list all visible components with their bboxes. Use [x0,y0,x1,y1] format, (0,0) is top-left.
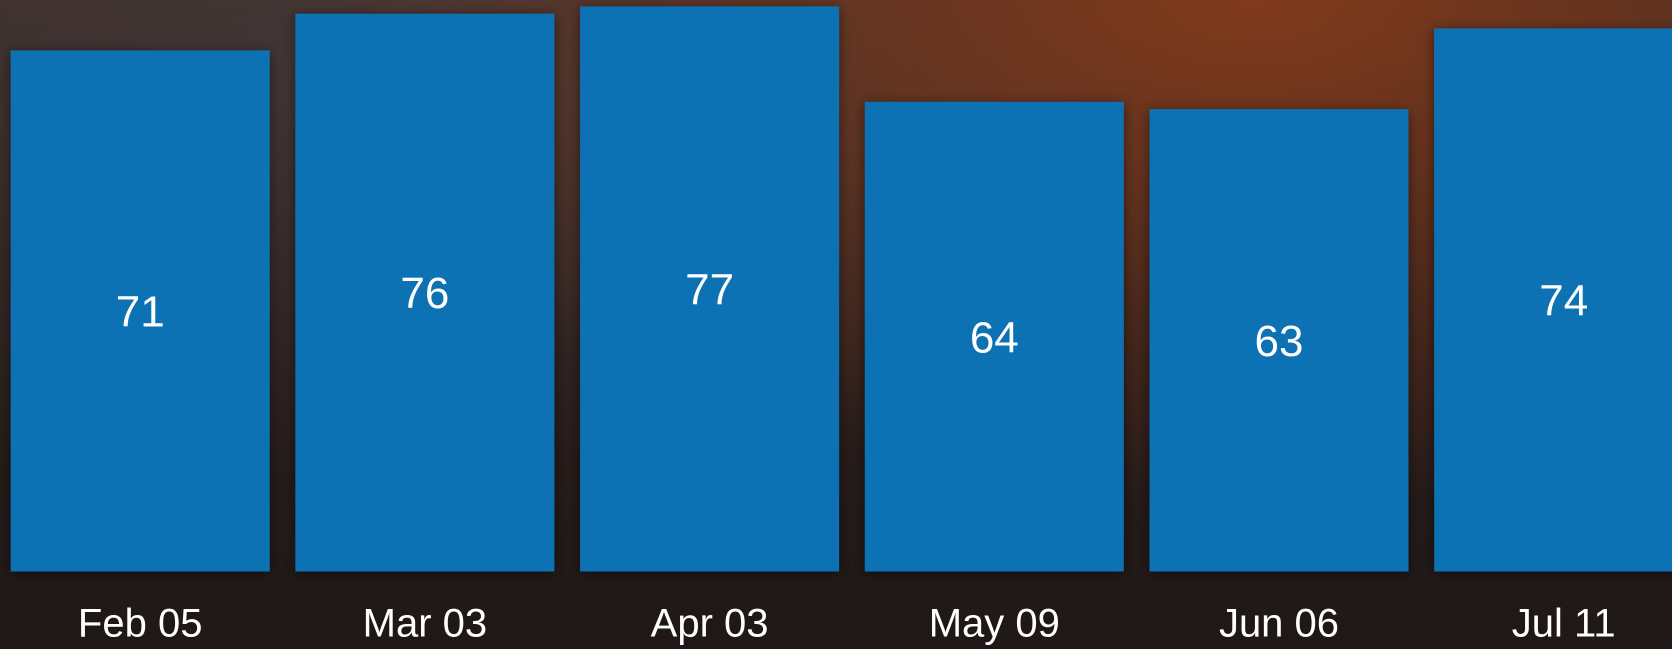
x-tick-label: Jun 06 [1219,602,1339,646]
x-tick-label: Jul 11 [1512,602,1616,646]
chart: 71 Feb 05 76 Mar 03 77 Apr 03 64 May 09 63 Jun 06… [0,0,1672,649]
value-label: 74 [1539,277,1588,326]
chart-screen: 71 Feb 05 76 Mar 03 77 Apr 03 64 May 09 63 Jun 06… [0,0,1672,649]
value-label: 76 [400,269,449,318]
value-label: 71 [116,288,165,337]
x-tick-label: Mar 03 [363,602,488,646]
x-tick-label: Feb 05 [78,602,203,646]
value-label: 63 [1255,317,1304,366]
x-tick-label: May 09 [929,602,1060,646]
value-label: 77 [685,266,734,315]
x-tick-label: Apr 03 [651,602,769,646]
value-label: 64 [970,313,1019,362]
